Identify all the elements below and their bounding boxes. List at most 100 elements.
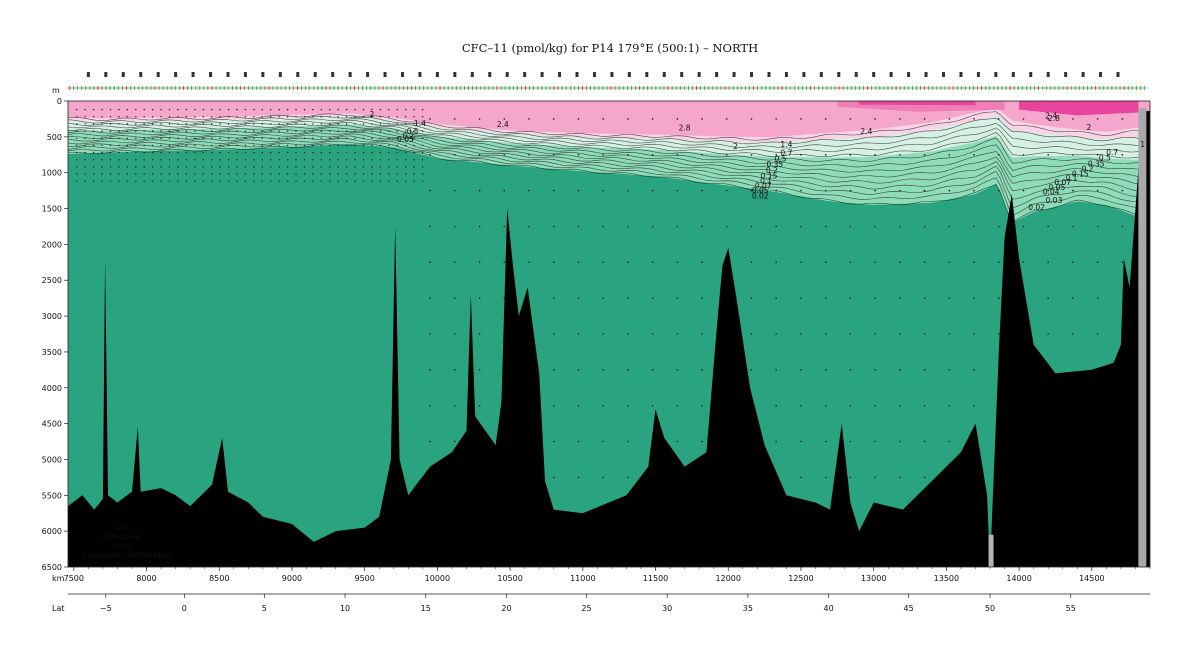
sample-point <box>354 173 356 175</box>
sample-point <box>312 108 314 111</box>
sample-point <box>101 180 103 182</box>
watermark-line4: Computer Generated <box>82 551 172 561</box>
sample-point <box>160 166 162 168</box>
sample-point <box>602 297 604 300</box>
sample-point <box>101 108 103 111</box>
sample-point <box>775 189 777 192</box>
sample-point <box>345 166 348 168</box>
sample-point <box>824 476 827 479</box>
sample-point <box>329 166 331 168</box>
sample-point <box>923 118 926 120</box>
sample-point <box>185 130 188 132</box>
station-id-mark <box>889 72 893 77</box>
sample-point <box>270 137 272 139</box>
sample-point <box>405 108 407 111</box>
sample-point <box>899 118 901 120</box>
sample-point <box>429 440 431 443</box>
lat-tick-label: 10 <box>340 604 350 613</box>
sample-point <box>396 137 398 139</box>
sample-point <box>405 173 407 175</box>
sample-point <box>800 440 802 443</box>
sample-point <box>143 130 145 132</box>
sample-point <box>775 297 777 300</box>
sample-point <box>126 116 128 118</box>
sample-point <box>1096 189 1099 192</box>
sample-point <box>101 144 103 147</box>
sample-point <box>478 189 481 192</box>
sample-point <box>874 297 876 300</box>
contour-label: 0.02 <box>1028 203 1045 212</box>
sample-point <box>151 151 154 154</box>
sample-point <box>1121 189 1124 192</box>
sample-point <box>800 261 802 264</box>
sample-point <box>135 151 137 154</box>
sample-point <box>577 189 580 192</box>
sample-point <box>899 404 901 407</box>
sample-point <box>1072 154 1074 156</box>
lat-tick-label: 50 <box>985 604 995 613</box>
sample-point <box>396 108 398 111</box>
sample-point <box>1121 118 1124 120</box>
sample-point <box>478 154 481 156</box>
sample-point <box>219 123 221 125</box>
sample-point <box>676 404 679 407</box>
sample-point <box>303 123 306 125</box>
sample-point <box>824 404 827 407</box>
sample-point <box>602 118 604 120</box>
sample-point <box>923 476 926 479</box>
sample-point <box>503 189 506 192</box>
sample-point <box>824 369 827 371</box>
contour-label: 0.03 <box>1046 196 1063 205</box>
x-tick-label: 7500 <box>64 574 84 583</box>
sample-point <box>135 137 137 139</box>
sample-point <box>602 333 604 335</box>
sample-point <box>371 180 373 182</box>
sample-point <box>454 154 456 156</box>
sample-point <box>405 116 407 118</box>
sample-point <box>312 144 314 147</box>
sample-point <box>405 123 407 125</box>
sample-point <box>118 116 120 118</box>
sample-point <box>627 297 629 300</box>
sample-point <box>676 333 679 335</box>
sample-point <box>379 151 382 154</box>
sample-point <box>552 333 555 335</box>
sample-point <box>236 108 238 111</box>
lat-tick-label: 40 <box>824 604 834 613</box>
contour-label: 0.5 <box>407 127 419 136</box>
sample-point <box>701 154 703 156</box>
sample-point <box>577 261 580 264</box>
sample-point <box>168 173 171 175</box>
sample-point <box>627 476 629 479</box>
y-tick-label: 5000 <box>42 455 62 464</box>
sample-point <box>421 123 424 125</box>
sample-point <box>1096 154 1099 156</box>
sample-point <box>388 151 390 154</box>
sample-point <box>923 154 926 156</box>
sample-point <box>253 151 255 154</box>
sample-point <box>345 151 348 154</box>
seafloor-profile <box>68 111 1150 567</box>
station-id-mark <box>750 72 754 77</box>
sample-point <box>270 130 272 132</box>
sample-point <box>151 108 154 111</box>
station-id-mark <box>592 72 596 77</box>
sample-point <box>320 137 322 139</box>
sample-point <box>185 151 188 154</box>
sample-point <box>185 144 188 147</box>
lat-axis-label: Lat <box>52 604 65 613</box>
sample-point <box>998 118 1000 120</box>
sample-point <box>194 130 196 132</box>
sample-point <box>923 440 926 443</box>
y-tick-label: 2000 <box>42 240 62 249</box>
sample-point <box>948 297 951 300</box>
sample-point <box>413 137 415 139</box>
sample-point <box>371 173 373 175</box>
sample-point <box>286 180 289 182</box>
sample-point <box>312 173 314 175</box>
sample-point <box>651 118 654 120</box>
sample-point <box>849 154 852 156</box>
sample-point <box>354 116 356 118</box>
sample-point <box>388 123 390 125</box>
sample-point <box>1096 333 1099 335</box>
